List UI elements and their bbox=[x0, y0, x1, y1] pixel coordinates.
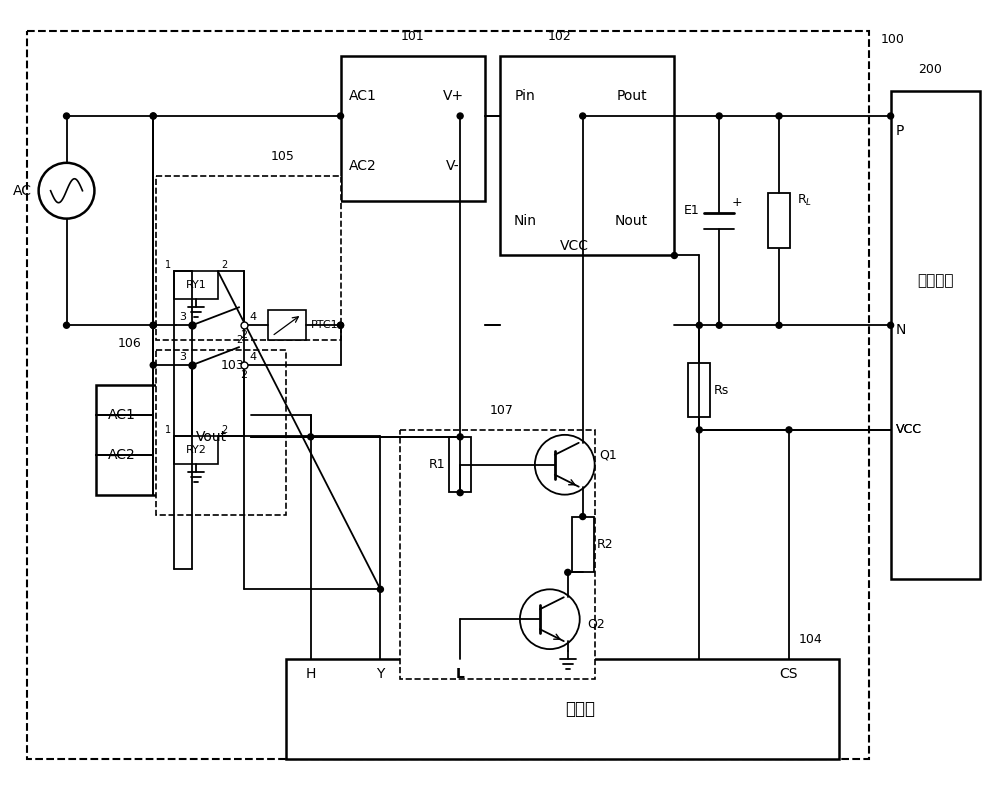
Circle shape bbox=[150, 113, 156, 119]
Text: V-: V- bbox=[446, 159, 460, 172]
Text: VCC: VCC bbox=[896, 423, 922, 437]
Bar bbox=[891, 91, 980, 579]
Circle shape bbox=[338, 322, 344, 328]
Circle shape bbox=[150, 322, 156, 328]
Text: 1: 1 bbox=[165, 425, 171, 435]
Circle shape bbox=[580, 513, 586, 520]
Text: 控制器: 控制器 bbox=[565, 700, 595, 718]
Text: 106: 106 bbox=[118, 337, 141, 350]
Text: +: + bbox=[732, 196, 742, 209]
Bar bbox=[96, 385, 251, 494]
Text: CS: CS bbox=[780, 667, 798, 681]
Text: 107: 107 bbox=[490, 404, 514, 417]
Circle shape bbox=[776, 113, 782, 119]
Bar bbox=[341, 56, 485, 201]
Text: Rs: Rs bbox=[714, 384, 729, 396]
Text: 2: 2 bbox=[221, 425, 227, 435]
Bar bbox=[500, 56, 674, 255]
Text: Nout: Nout bbox=[615, 214, 648, 228]
Bar bbox=[449, 437, 471, 492]
Circle shape bbox=[786, 427, 792, 433]
Text: Pout: Pout bbox=[616, 89, 647, 103]
Text: R1: R1 bbox=[429, 458, 445, 471]
Bar bbox=[572, 517, 594, 572]
Text: AC: AC bbox=[13, 184, 32, 198]
Text: RY2: RY2 bbox=[186, 445, 207, 455]
Bar bbox=[156, 350, 286, 515]
Circle shape bbox=[150, 362, 156, 368]
Text: 2: 2 bbox=[240, 330, 247, 340]
Text: 2: 2 bbox=[240, 370, 247, 380]
Circle shape bbox=[150, 113, 156, 119]
Text: H: H bbox=[305, 667, 316, 681]
Text: 100: 100 bbox=[881, 33, 905, 47]
Text: E1: E1 bbox=[684, 204, 699, 218]
Circle shape bbox=[150, 322, 156, 328]
Circle shape bbox=[716, 113, 722, 119]
Bar bbox=[688, 362, 710, 418]
Text: 用电负载: 用电负载 bbox=[917, 273, 954, 288]
Text: 4: 4 bbox=[249, 312, 256, 322]
Text: R$_L$: R$_L$ bbox=[797, 193, 812, 208]
Text: Vout: Vout bbox=[195, 430, 227, 444]
Text: AC1: AC1 bbox=[107, 408, 135, 422]
Text: 102: 102 bbox=[548, 30, 572, 44]
Text: Pin: Pin bbox=[515, 89, 535, 103]
Circle shape bbox=[696, 427, 702, 433]
Bar bbox=[268, 310, 306, 340]
Text: 3: 3 bbox=[180, 312, 187, 322]
Circle shape bbox=[308, 434, 314, 440]
Circle shape bbox=[776, 322, 782, 328]
Text: 1: 1 bbox=[165, 260, 171, 271]
Text: 101: 101 bbox=[400, 30, 424, 44]
Bar bbox=[286, 659, 839, 759]
Circle shape bbox=[716, 322, 722, 328]
Text: Nin: Nin bbox=[513, 214, 536, 228]
Circle shape bbox=[696, 322, 702, 328]
Text: 105: 105 bbox=[271, 149, 295, 163]
Text: AC1: AC1 bbox=[349, 89, 376, 103]
Text: Y: Y bbox=[376, 667, 385, 681]
Circle shape bbox=[457, 113, 463, 119]
Text: Q1: Q1 bbox=[600, 448, 617, 461]
Circle shape bbox=[457, 490, 463, 496]
Text: VCC: VCC bbox=[896, 423, 922, 437]
Bar bbox=[768, 193, 790, 248]
Circle shape bbox=[377, 586, 383, 592]
Circle shape bbox=[888, 113, 894, 119]
Circle shape bbox=[457, 434, 463, 440]
Text: RY1: RY1 bbox=[186, 280, 206, 290]
Circle shape bbox=[671, 252, 677, 259]
Text: 103: 103 bbox=[221, 359, 245, 372]
Text: V+: V+ bbox=[443, 89, 464, 103]
Bar bbox=[174, 271, 218, 299]
Bar bbox=[400, 430, 595, 679]
Circle shape bbox=[64, 113, 70, 119]
Text: 2: 2 bbox=[236, 335, 242, 345]
Bar bbox=[27, 32, 869, 759]
Circle shape bbox=[565, 570, 571, 575]
Text: AC2: AC2 bbox=[107, 448, 135, 462]
Text: 200: 200 bbox=[919, 63, 942, 76]
Bar bbox=[156, 176, 341, 340]
Circle shape bbox=[338, 322, 344, 328]
Text: P: P bbox=[896, 124, 904, 138]
Text: 104: 104 bbox=[799, 633, 823, 646]
Circle shape bbox=[888, 322, 894, 328]
Text: AC2: AC2 bbox=[349, 159, 376, 172]
Text: Q2: Q2 bbox=[588, 618, 605, 630]
Text: 3: 3 bbox=[180, 352, 187, 362]
Text: N: N bbox=[896, 324, 906, 337]
Bar bbox=[174, 436, 218, 464]
Text: VCC: VCC bbox=[560, 239, 589, 252]
Circle shape bbox=[580, 113, 586, 119]
Circle shape bbox=[64, 322, 70, 328]
Circle shape bbox=[338, 113, 344, 119]
Text: 4: 4 bbox=[249, 352, 256, 362]
Circle shape bbox=[150, 322, 156, 328]
Text: R2: R2 bbox=[597, 538, 613, 551]
Text: L: L bbox=[456, 667, 465, 681]
Text: 2: 2 bbox=[221, 260, 227, 271]
Text: PTC1: PTC1 bbox=[311, 320, 338, 331]
